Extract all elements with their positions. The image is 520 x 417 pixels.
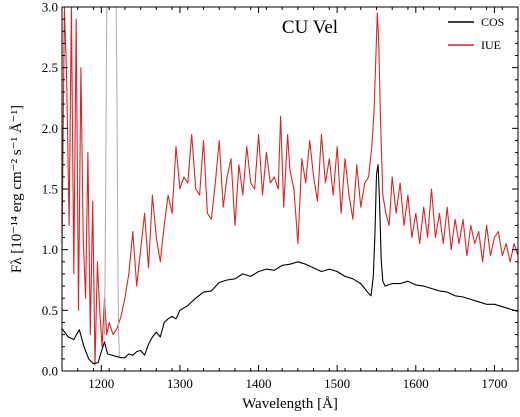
legend-label-cos: COS	[481, 15, 504, 29]
y-tick-label: 1.0	[42, 242, 58, 257]
chart-title: CU Vel	[282, 17, 338, 38]
series-line-lyman-alpha	[103, 7, 120, 357]
series-line-iue	[62, 7, 518, 366]
x-tick-label: 1600	[403, 376, 429, 391]
x-tick-label: 1500	[324, 376, 350, 391]
y-tick-label: 0.5	[42, 303, 58, 318]
y-tick-label: 1.5	[42, 182, 58, 197]
ticks-layer: 1200 1300 1400 1500 1600 1700 0.0 0.5 1.0 1.5 2.0 2…	[42, 0, 519, 391]
x-tick-label: 1400	[246, 376, 272, 391]
x-tick-label: 1200	[88, 376, 114, 391]
x-tick-label: 1700	[481, 376, 507, 391]
legend-label-iue: IUE	[481, 38, 501, 52]
series-layer	[62, 7, 518, 366]
y-tick-label: 2.0	[42, 121, 58, 136]
series-line-cos	[62, 164, 518, 365]
y-tick-label: 2.5	[42, 60, 58, 75]
x-axis-label: Wavelength [Å]	[242, 396, 338, 412]
plot-frame	[61, 6, 519, 372]
x-tick-label: 1300	[167, 376, 193, 391]
legend: COS IUE	[448, 15, 504, 52]
y-tick-label: 0.0	[42, 364, 58, 379]
y-axis-label: Fλ [10⁻¹⁴ erg cm⁻² s⁻¹ Å⁻¹]	[9, 105, 25, 273]
y-tick-label: 3.0	[42, 0, 58, 15]
